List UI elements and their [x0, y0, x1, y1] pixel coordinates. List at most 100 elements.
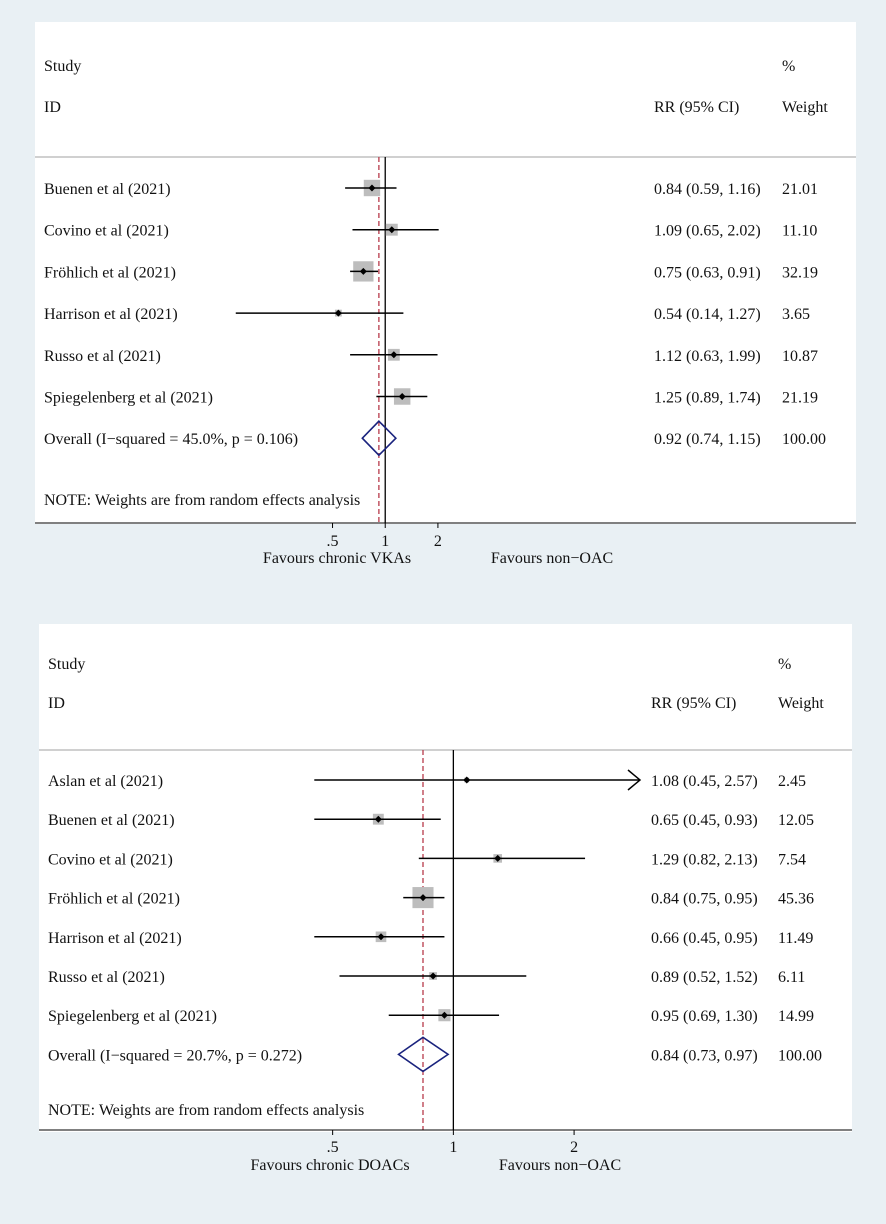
study-weight: 11.49 — [778, 930, 813, 947]
point-estimate — [377, 933, 385, 941]
header-percent: % — [782, 58, 795, 75]
study-name: Fröhlich et al (2021) — [48, 891, 180, 908]
header-weight: Weight — [782, 99, 828, 116]
forest-panel-1: Study ID% RR (95% CI) Weight Buenen et al (2… — [35, 22, 856, 567]
overall-row: Overall (I−squared = 20.7%, p = 0.272) 0.… — [48, 1036, 822, 1073]
study-row: Russo et al (2021) 0.89 (0.52, 1.52) 6.11 — [48, 969, 805, 986]
study-row: Buenen et al (2021) 0.65 (0.45, 0.93) 12.0… — [48, 812, 814, 829]
study-name: Harrison et al (2021) — [48, 930, 182, 947]
study-rr-ci: 0.84 (0.59, 1.16) — [654, 181, 761, 198]
panel-background — [35, 22, 856, 524]
header-rr-ci: RR (95% CI) — [651, 695, 736, 712]
header-id: ID — [44, 99, 61, 116]
study-row: Aslan et al (2021) 1.08 (0.45, 2.57) 2.45 — [48, 769, 806, 791]
study-weight: 7.54 — [778, 851, 806, 868]
study-rr-ci: 1.25 (0.89, 1.74) — [654, 390, 761, 407]
x-tick-label: 1 — [381, 533, 389, 550]
point-estimate — [419, 894, 427, 902]
header-id: ID — [48, 695, 65, 712]
point-estimate — [440, 1011, 448, 1019]
point-estimate — [334, 309, 342, 317]
x-tick-label: 1 — [449, 1139, 457, 1156]
x-tick-label: .5 — [327, 1139, 339, 1156]
study-name: Harrison et al (2021) — [44, 306, 178, 323]
study-row: Covino et al (2021) 1.09 (0.65, 2.02) 11.1… — [44, 223, 817, 240]
study-rr-ci: 1.09 (0.65, 2.02) — [654, 223, 761, 240]
study-row: Fröhlich et al (2021) 0.75 (0.63, 0.91) 32… — [44, 261, 818, 282]
study-row: Buenen et al (2021) 0.84 (0.59, 1.16) 21.0… — [44, 179, 818, 198]
study-rr-ci: 1.29 (0.82, 2.13) — [651, 851, 758, 868]
study-name: Fröhlich et al (2021) — [44, 264, 176, 281]
study-weight: 21.01 — [782, 181, 818, 198]
study-rr-ci: 0.89 (0.52, 1.52) — [651, 969, 758, 986]
overall-label: Overall (I−squared = 45.0%, p = 0.106) — [44, 431, 298, 448]
overall-rr-ci: 0.92 (0.74, 1.15) — [654, 431, 761, 448]
study-rr-ci: 0.84 (0.75, 0.95) — [651, 891, 758, 908]
study-weight: 2.45 — [778, 773, 806, 790]
header-percent: % — [778, 656, 791, 673]
study-rr-ci: 0.95 (0.69, 1.30) — [651, 1008, 758, 1025]
study-weight: 14.99 — [778, 1008, 814, 1025]
study-row: Harrison et al (2021) 0.66 (0.45, 0.95) 11… — [48, 930, 813, 947]
study-weight: 11.10 — [782, 223, 817, 240]
point-estimate — [374, 815, 382, 823]
point-estimate — [463, 776, 471, 784]
point-estimate — [494, 854, 502, 862]
study-name: Covino et al (2021) — [48, 851, 173, 868]
header-rr-ci: RR (95% CI) — [654, 99, 739, 116]
study-weight: 21.19 — [782, 390, 818, 407]
favours-right-label: Favours non−OAC — [499, 1157, 621, 1174]
study-weight: 6.11 — [778, 969, 805, 986]
overall-row: Overall (I−squared = 45.0%, p = 0.106) 0.… — [44, 420, 826, 457]
study-row: Spiegelenberg et al (2021) 0.95 (0.69, 1.… — [48, 1008, 814, 1025]
point-estimate — [388, 226, 396, 234]
x-tick-label: 2 — [434, 533, 442, 550]
point-estimate — [390, 351, 398, 359]
study-name: Buenen et al (2021) — [44, 181, 171, 198]
favours-left-label: Favours chronic VKAs — [263, 550, 411, 567]
overall-weight: 100.00 — [778, 1047, 822, 1064]
overall-diamond — [361, 420, 397, 457]
overall-weight: 100.00 — [782, 431, 826, 448]
header-weight: Weight — [778, 695, 824, 712]
weights-note: NOTE: Weights are from random effects an… — [48, 1102, 364, 1119]
weights-note: NOTE: Weights are from random effects an… — [44, 492, 360, 509]
study-name: Russo et al (2021) — [44, 348, 161, 365]
forest-panel-2: Study ID% RR (95% CI) Weight Aslan et al (20… — [39, 624, 852, 1174]
study-rr-ci: 0.75 (0.63, 0.91) — [654, 264, 761, 281]
study-rr-ci: 0.65 (0.45, 0.93) — [651, 812, 758, 829]
ci-truncation-arrow — [627, 769, 642, 791]
study-row: Fröhlich et al (2021) 0.84 (0.75, 0.95) 45… — [48, 887, 814, 909]
study-row: Russo et al (2021) 1.12 (0.63, 1.99) 10.87 — [44, 348, 818, 365]
x-tick-label: 2 — [570, 1139, 578, 1156]
overall-rr-ci: 0.84 (0.73, 0.97) — [651, 1047, 758, 1064]
study-weight: 32.19 — [782, 264, 818, 281]
study-weight: 12.05 — [778, 812, 814, 829]
study-row: Spiegelenberg et al (2021) 1.25 (0.89, 1.… — [44, 388, 818, 407]
point-estimate — [359, 267, 367, 275]
study-name: Buenen et al (2021) — [48, 812, 175, 829]
study-rr-ci: 1.12 (0.63, 1.99) — [654, 348, 761, 365]
overall-diamond — [397, 1036, 450, 1073]
favours-left-label: Favours chronic DOACs — [250, 1157, 409, 1174]
study-weight: 10.87 — [782, 348, 818, 365]
study-row: Covino et al (2021) 1.29 (0.82, 2.13) 7.54 — [48, 851, 806, 868]
study-rr-ci: 1.08 (0.45, 2.57) — [651, 773, 758, 790]
study-weight: 45.36 — [778, 891, 814, 908]
study-row: Harrison et al (2021) 0.54 (0.14, 1.27) 3.… — [44, 306, 810, 323]
study-rr-ci: 0.54 (0.14, 1.27) — [654, 306, 761, 323]
study-name: Spiegelenberg et al (2021) — [44, 390, 213, 407]
study-name: Covino et al (2021) — [44, 223, 169, 240]
study-name: Russo et al (2021) — [48, 969, 165, 986]
study-weight: 3.65 — [782, 306, 810, 323]
study-name: Spiegelenberg et al (2021) — [48, 1008, 217, 1025]
point-estimate — [429, 972, 437, 980]
x-tick-label: .5 — [327, 533, 339, 550]
header-study: Study — [48, 656, 85, 673]
study-name: Aslan et al (2021) — [48, 773, 163, 790]
point-estimate — [398, 393, 406, 400]
overall-label: Overall (I−squared = 20.7%, p = 0.272) — [48, 1047, 302, 1064]
favours-right-label: Favours non−OAC — [491, 550, 613, 567]
